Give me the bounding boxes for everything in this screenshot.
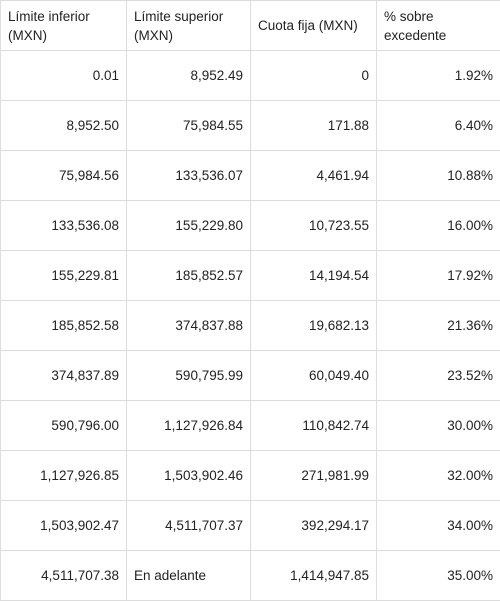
table-row: 1,127,926.85 1,503,902.46 271,981.99 32.… [1, 451, 500, 501]
cell-limite-superior: 374,837.88 [127, 301, 251, 351]
cell-limite-inferior: 4,511,707.38 [1, 551, 127, 601]
cell-porcentaje: 1.92% [377, 51, 500, 101]
cell-cuota-fija: 19,682.13 [251, 301, 377, 351]
cell-porcentaje: 16.00% [377, 201, 500, 251]
table-row: 133,536.08 155,229.80 10,723.55 16.00% [1, 201, 500, 251]
cell-cuota-fija: 1,414,947.85 [251, 551, 377, 601]
cell-limite-inferior: 590,796.00 [1, 401, 127, 451]
cell-cuota-fija: 392,294.17 [251, 501, 377, 551]
table-row: 590,796.00 1,127,926.84 110,842.74 30.00… [1, 401, 500, 451]
cell-cuota-fija: 4,461.94 [251, 151, 377, 201]
cell-limite-superior: 75,984.55 [127, 101, 251, 151]
cell-cuota-fija: 14,194.54 [251, 251, 377, 301]
cell-porcentaje: 21.36% [377, 301, 500, 351]
cell-limite-superior: 133,536.07 [127, 151, 251, 201]
table-row: 155,229.81 185,852.57 14,194.54 17.92% [1, 251, 500, 301]
cell-limite-superior: 4,511,707.37 [127, 501, 251, 551]
cell-limite-inferior: 75,984.56 [1, 151, 127, 201]
table-row: 75,984.56 133,536.07 4,461.94 10.88% [1, 151, 500, 201]
cell-porcentaje: 35.00% [377, 551, 500, 601]
table-header-row: Límite inferior (MXN) Límite superior (M… [1, 1, 500, 51]
cell-limite-superior: 1,127,926.84 [127, 401, 251, 451]
cell-porcentaje: 10.88% [377, 151, 500, 201]
header-limite-inferior: Límite inferior (MXN) [1, 1, 127, 51]
cell-cuota-fija: 0 [251, 51, 377, 101]
cell-limite-superior: 185,852.57 [127, 251, 251, 301]
cell-limite-superior: 1,503,902.46 [127, 451, 251, 501]
table-row: 185,852.58 374,837.88 19,682.13 21.36% [1, 301, 500, 351]
cell-cuota-fija: 10,723.55 [251, 201, 377, 251]
cell-cuota-fija: 171.88 [251, 101, 377, 151]
cell-limite-inferior: 1,127,926.85 [1, 451, 127, 501]
cell-porcentaje: 23.52% [377, 351, 500, 401]
table-row: 4,511,707.38 En adelante 1,414,947.85 35… [1, 551, 500, 601]
cell-limite-inferior: 1,503,902.47 [1, 501, 127, 551]
cell-porcentaje: 17.92% [377, 251, 500, 301]
table-row: 1,503,902.47 4,511,707.37 392,294.17 34.… [1, 501, 500, 551]
cell-limite-inferior: 8,952.50 [1, 101, 127, 151]
header-limite-superior: Límite superior (MXN) [127, 1, 251, 51]
cell-cuota-fija: 60,049.40 [251, 351, 377, 401]
cell-porcentaje: 6.40% [377, 101, 500, 151]
table-row: 8,952.50 75,984.55 171.88 6.40% [1, 101, 500, 151]
header-cuota-fija: Cuota fija (MXN) [251, 1, 377, 51]
table-row: 0.01 8,952.49 0 1.92% [1, 51, 500, 101]
cell-limite-inferior: 133,536.08 [1, 201, 127, 251]
table-row: 374,837.89 590,795.99 60,049.40 23.52% [1, 351, 500, 401]
cell-limite-superior: 590,795.99 [127, 351, 251, 401]
cell-limite-inferior: 0.01 [1, 51, 127, 101]
cell-cuota-fija: 110,842.74 [251, 401, 377, 451]
cell-porcentaje: 34.00% [377, 501, 500, 551]
cell-limite-superior: 155,229.80 [127, 201, 251, 251]
cell-limite-superior: En adelante [127, 551, 251, 601]
cell-limite-superior: 8,952.49 [127, 51, 251, 101]
cell-limite-inferior: 155,229.81 [1, 251, 127, 301]
cell-porcentaje: 30.00% [377, 401, 500, 451]
cell-cuota-fija: 271,981.99 [251, 451, 377, 501]
cell-limite-inferior: 185,852.58 [1, 301, 127, 351]
cell-limite-inferior: 374,837.89 [1, 351, 127, 401]
cell-porcentaje: 32.00% [377, 451, 500, 501]
header-porcentaje-excedente: % sobre excedente [377, 1, 500, 51]
